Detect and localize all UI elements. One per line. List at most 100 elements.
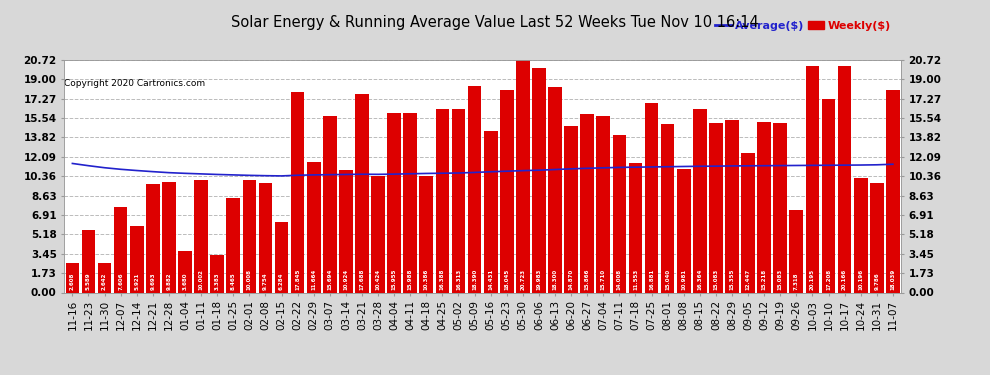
Bar: [436, 109, 449, 292]
Bar: [339, 170, 352, 292]
Text: 7.606: 7.606: [118, 273, 123, 290]
Bar: [307, 162, 321, 292]
Bar: [114, 207, 128, 292]
Bar: [274, 222, 288, 292]
Bar: [387, 114, 401, 292]
Bar: [677, 169, 691, 292]
Bar: [420, 176, 434, 292]
Bar: [500, 90, 514, 292]
Text: 2.608: 2.608: [70, 273, 75, 290]
Text: 16.388: 16.388: [440, 269, 445, 290]
Text: 6.284: 6.284: [279, 273, 284, 290]
Text: 15.083: 15.083: [778, 269, 783, 290]
Text: 9.882: 9.882: [166, 273, 171, 290]
Bar: [451, 110, 465, 292]
Text: 5.589: 5.589: [86, 273, 91, 290]
Bar: [291, 92, 305, 292]
Bar: [613, 135, 627, 292]
Bar: [467, 86, 481, 292]
Text: 10.424: 10.424: [375, 269, 380, 290]
Bar: [371, 176, 385, 292]
Bar: [580, 114, 594, 292]
Text: 16.313: 16.313: [456, 269, 461, 290]
Text: 18.300: 18.300: [552, 269, 557, 290]
Bar: [870, 183, 884, 292]
Text: 10.924: 10.924: [344, 269, 348, 290]
Bar: [194, 180, 208, 292]
Text: 8.465: 8.465: [231, 273, 236, 290]
Text: 18.039: 18.039: [890, 269, 895, 290]
Text: 3.383: 3.383: [215, 273, 220, 290]
Bar: [403, 113, 417, 292]
Bar: [227, 198, 241, 292]
Bar: [516, 60, 530, 292]
Bar: [210, 255, 224, 292]
Text: 7.318: 7.318: [794, 273, 799, 290]
Bar: [532, 68, 545, 292]
Text: 15.866: 15.866: [585, 269, 590, 290]
Bar: [548, 87, 562, 292]
Text: 15.710: 15.710: [601, 269, 606, 290]
Text: 2.642: 2.642: [102, 273, 107, 290]
Bar: [644, 103, 658, 292]
Text: 10.196: 10.196: [858, 269, 863, 290]
Text: 14.870: 14.870: [568, 269, 573, 290]
Text: 10.981: 10.981: [681, 269, 686, 290]
Text: 17.208: 17.208: [826, 269, 831, 290]
Text: 18.045: 18.045: [504, 269, 509, 290]
Bar: [178, 251, 192, 292]
Text: Solar Energy & Running Average Value Last 52 Weeks Tue Nov 10 16:14: Solar Energy & Running Average Value Las…: [231, 15, 759, 30]
Bar: [789, 210, 803, 292]
Text: 15.355: 15.355: [730, 269, 735, 290]
Text: 12.447: 12.447: [745, 269, 750, 290]
Bar: [596, 116, 610, 292]
Bar: [709, 123, 723, 292]
Bar: [725, 120, 739, 292]
Text: 14.431: 14.431: [488, 269, 493, 290]
Bar: [838, 66, 851, 292]
Bar: [629, 163, 643, 292]
Text: 15.988: 15.988: [408, 269, 413, 290]
Bar: [853, 178, 867, 292]
Text: 14.008: 14.008: [617, 269, 622, 290]
Text: 20.166: 20.166: [842, 269, 847, 290]
Bar: [323, 116, 337, 292]
Bar: [258, 183, 272, 292]
Bar: [742, 153, 755, 292]
Text: 5.921: 5.921: [135, 273, 140, 290]
Text: 20.723: 20.723: [521, 269, 526, 290]
Text: 15.040: 15.040: [665, 269, 670, 290]
Text: 15.218: 15.218: [761, 269, 766, 290]
Text: 16.364: 16.364: [697, 269, 702, 290]
Bar: [243, 180, 256, 292]
Bar: [65, 263, 79, 292]
Bar: [146, 184, 159, 292]
Text: 9.786: 9.786: [874, 273, 879, 290]
Text: 17.845: 17.845: [295, 269, 300, 290]
Bar: [773, 123, 787, 292]
Text: 9.754: 9.754: [263, 273, 268, 290]
Bar: [886, 90, 900, 292]
Text: 3.680: 3.680: [182, 273, 187, 290]
Text: 18.390: 18.390: [472, 269, 477, 290]
Bar: [162, 182, 176, 292]
Bar: [81, 230, 95, 292]
Bar: [822, 99, 836, 292]
Text: 20.195: 20.195: [810, 269, 815, 290]
Bar: [98, 263, 112, 292]
Text: 19.983: 19.983: [537, 269, 542, 290]
Text: 15.955: 15.955: [392, 269, 397, 290]
Bar: [693, 109, 707, 292]
Bar: [130, 226, 144, 292]
Text: 11.553: 11.553: [633, 269, 638, 290]
Text: 15.694: 15.694: [328, 269, 333, 290]
Bar: [806, 66, 820, 292]
Text: 16.881: 16.881: [649, 269, 654, 290]
Text: 10.386: 10.386: [424, 269, 429, 290]
Bar: [564, 126, 578, 292]
Bar: [757, 122, 771, 292]
Text: Copyright 2020 Cartronics.com: Copyright 2020 Cartronics.com: [64, 79, 206, 88]
Text: 10.002: 10.002: [199, 269, 204, 290]
Text: 10.008: 10.008: [247, 269, 251, 290]
Bar: [660, 124, 674, 292]
